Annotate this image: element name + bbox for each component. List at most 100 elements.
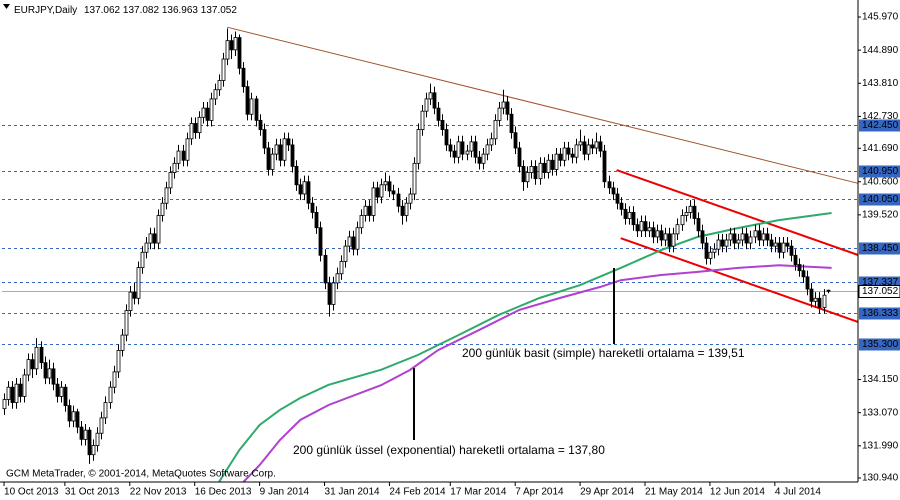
candle-body — [809, 288, 814, 302]
candle-body — [249, 98, 254, 115]
candle-body — [781, 242, 786, 253]
candle-body — [631, 212, 636, 226]
candle-body — [659, 230, 664, 241]
candle-body — [420, 110, 425, 130]
candle-body — [542, 162, 547, 173]
annotation: 200 günlük üssel (exponential) hareketli… — [293, 443, 605, 457]
candle-body — [477, 156, 482, 164]
candle-body — [83, 429, 88, 440]
candle-body — [639, 221, 644, 232]
candle-body — [773, 242, 778, 247]
candle-body — [712, 248, 717, 253]
candle-body — [278, 144, 283, 161]
candle-body — [282, 138, 287, 161]
y-tick-label: 133.070 — [862, 407, 899, 418]
candle-body — [777, 242, 782, 253]
candle-body — [91, 445, 96, 456]
candle-body — [351, 236, 356, 250]
candle-body — [643, 221, 648, 232]
candle-body — [602, 150, 607, 183]
candle-body — [39, 346, 44, 364]
candle-body — [193, 123, 198, 134]
candle-body — [335, 273, 340, 284]
x-tick-label: 24 Feb 2014 — [389, 487, 446, 498]
candle-body — [391, 190, 396, 195]
candle-body — [136, 267, 141, 299]
y-tick-label: 134.150 — [862, 374, 899, 385]
y-tick-label: 130.940 — [862, 473, 899, 484]
level-label-box — [859, 193, 900, 206]
level-label: 138.450 — [862, 243, 899, 254]
candle-body — [465, 150, 470, 155]
ohlc-close: 137.052 — [201, 5, 238, 16]
candle-body — [607, 181, 612, 189]
level-label-box — [859, 119, 900, 132]
candle-body — [294, 165, 299, 186]
level-label-box — [859, 338, 900, 351]
candle-body — [586, 144, 591, 155]
candle-body — [720, 239, 725, 247]
candle-body — [440, 119, 445, 130]
candle-body — [156, 215, 161, 244]
candle-body — [225, 40, 230, 60]
y-tick-label: 144.890 — [862, 45, 899, 56]
candle-body — [148, 233, 153, 244]
candle-body — [34, 346, 39, 370]
ohlc-high: 137.082 — [123, 5, 160, 16]
plot — [2, 26, 859, 483]
candle-body — [497, 107, 502, 121]
candle-body — [582, 141, 587, 155]
candle-body — [379, 184, 384, 198]
trend-line — [620, 237, 859, 323]
y-tick-label: 143.810 — [862, 78, 899, 89]
candle-body — [229, 40, 234, 51]
level-label: 140.950 — [862, 166, 899, 177]
candle-body — [424, 98, 429, 112]
candle-body — [704, 242, 709, 259]
candle-body — [323, 254, 328, 284]
candle-body — [566, 147, 571, 155]
x-tick-label: 22 Nov 2013 — [130, 487, 187, 498]
axis-background — [0, 482, 900, 500]
candle-body — [501, 101, 506, 109]
candle-body — [789, 245, 794, 256]
y-tick-label: 140.600 — [862, 176, 899, 187]
candle-body — [30, 359, 35, 370]
candle-body — [144, 242, 149, 253]
candle-body — [302, 181, 307, 195]
candle-body — [493, 119, 498, 140]
candle-body — [732, 233, 737, 244]
candle-body — [140, 251, 145, 269]
candle-body — [245, 86, 250, 115]
candle-body — [189, 123, 194, 140]
x-tick-label: 31 Jan 2014 — [325, 487, 380, 498]
candle-body — [460, 141, 465, 155]
candle-body — [213, 89, 218, 100]
candle-body — [765, 233, 770, 241]
y-tick-label: 131.990 — [862, 440, 899, 451]
candle-body — [160, 202, 165, 216]
candle-body — [562, 147, 567, 161]
candle-body — [185, 138, 190, 161]
candle-body — [785, 242, 790, 247]
level-label: 137.337 — [862, 277, 899, 288]
candle-body — [651, 227, 656, 238]
candle-body — [667, 233, 672, 247]
candle-body — [51, 368, 56, 385]
x-tick-label: 10 Oct 2013 — [4, 487, 59, 498]
candle-body — [339, 261, 344, 275]
candle-body — [201, 107, 206, 118]
candle-body — [197, 116, 202, 134]
candle-body — [2, 399, 7, 410]
axis-labels: 145.970 144.890 143.810 142.730 141.690 140.6… — [3, 12, 900, 498]
candle-body — [769, 239, 774, 247]
candle-body — [744, 233, 749, 244]
candle-body — [724, 239, 729, 247]
candle-body — [6, 386, 11, 400]
ohlc-low: 136.963 — [162, 5, 199, 16]
candle-body — [740, 233, 745, 241]
candle-body — [237, 37, 242, 69]
annotation: 200 günlük basit (simple) hareketli orta… — [462, 346, 745, 360]
candle-body — [209, 98, 214, 121]
candle-body — [627, 212, 632, 219]
